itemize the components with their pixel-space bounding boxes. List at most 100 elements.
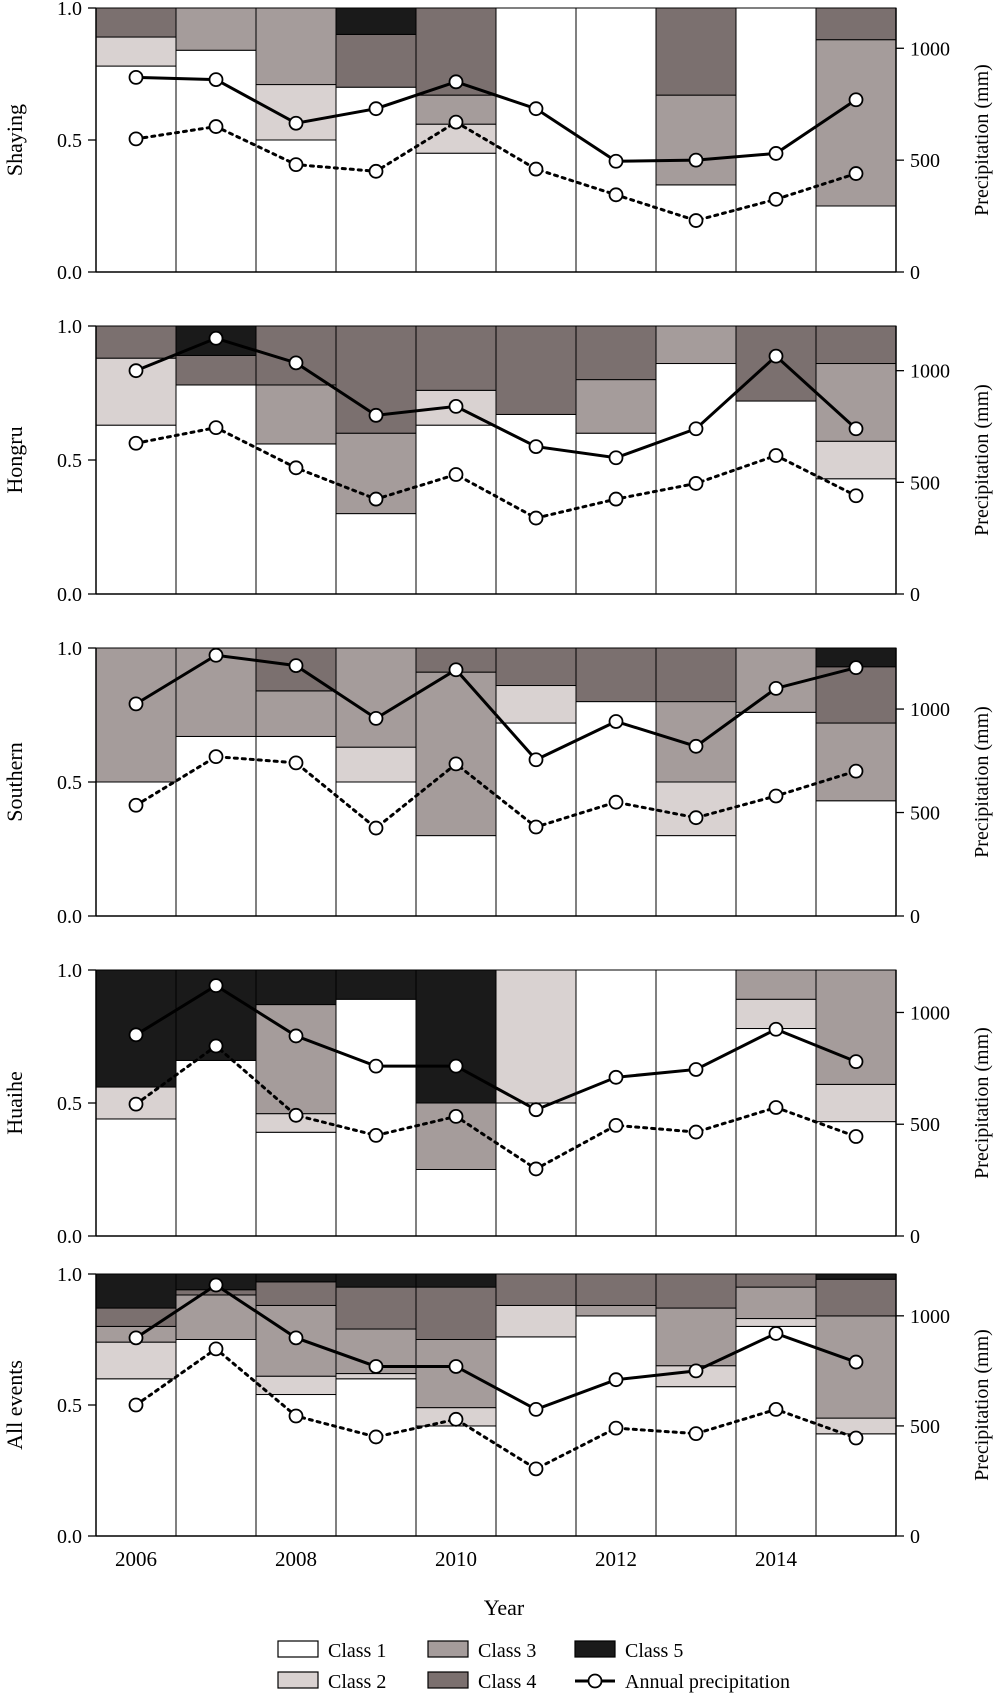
bar-segment — [815, 1273, 897, 1280]
precip-dotted-point — [448, 756, 464, 772]
bar-segment — [655, 94, 737, 186]
precip-dotted-point — [368, 820, 384, 836]
x-tick-label: 2010 — [435, 1547, 477, 1571]
legend-item: Annual precipitation — [575, 1671, 790, 1693]
precip-solid-point — [528, 1402, 544, 1417]
bar-segment — [495, 325, 577, 415]
bar-segment — [255, 1281, 337, 1306]
bar-segment — [815, 325, 897, 365]
bar-segment — [255, 1375, 337, 1396]
panels: 0.0 0.5 1.0 0 500 1000 Shaying Precipitation (m… — [2, 0, 993, 1571]
bar-segment — [95, 1307, 177, 1327]
bar-segment — [415, 424, 497, 595]
panel-shaying: 0.0 0.5 1.0 0 500 1000 Shaying Precipitation (m… — [2, 0, 993, 284]
left-tick-label: 1.0 — [57, 316, 82, 338]
precip-dotted-point — [688, 213, 704, 228]
right-tick-label: 1000 — [910, 361, 950, 383]
precipitation-axis-label: Precipitation (mm) — [971, 64, 993, 216]
precip-solid-point — [368, 101, 384, 117]
legend-label: Class 3 — [478, 1640, 536, 1662]
bar-segment — [175, 1059, 257, 1237]
bar-segment — [255, 690, 337, 737]
precip-dotted-point — [288, 1107, 304, 1123]
bar-segment — [495, 647, 577, 687]
bar-segment — [95, 1273, 177, 1309]
precip-dotted-point — [448, 1411, 464, 1427]
left-tick-label: 0.0 — [57, 1226, 82, 1248]
bar-segment — [735, 1273, 817, 1288]
precip-solid-point — [128, 696, 144, 712]
legend-item: Class 3 — [427, 1640, 536, 1662]
precip-solid-point — [768, 1326, 784, 1341]
precip-solid-point — [688, 152, 704, 168]
panel-hongru: 0.0 0.5 1.0 0 500 1000 Hongru Precipitation (mm… — [2, 316, 993, 606]
left-tick-label: 1.0 — [57, 0, 82, 20]
precip-solid-line — [135, 983, 857, 1112]
precip-solid-point — [288, 1028, 304, 1044]
legend-swatch — [427, 1640, 469, 1658]
precip-solid-point — [608, 1372, 624, 1388]
precip-solid-point — [288, 115, 304, 131]
bar-segment — [575, 379, 657, 434]
bar-segment — [735, 1286, 817, 1320]
bar-segment — [415, 325, 497, 391]
precip-dotted-point — [448, 1109, 464, 1124]
precip-dotted-point — [848, 763, 864, 779]
precip-solid-point — [368, 407, 384, 423]
precip-dotted-point — [608, 1117, 624, 1133]
bar-segment — [415, 969, 497, 1104]
bar-segment — [335, 647, 417, 748]
right-tick-label: 1000 — [910, 699, 950, 721]
precip-solid-line — [135, 336, 858, 460]
precip-dotted-point — [128, 1096, 144, 1112]
right-tick-label: 0 — [910, 1226, 920, 1248]
bar-segment — [175, 1339, 257, 1537]
precip-solid-point — [768, 146, 784, 161]
bar-segment — [415, 835, 497, 917]
precip-dotted-line — [134, 755, 858, 830]
bar-segment — [655, 325, 737, 365]
bar-segment — [255, 1273, 337, 1283]
bar-segment — [175, 7, 257, 51]
bar-segment — [655, 781, 737, 837]
precip-solid-point — [368, 710, 384, 726]
bar-segment — [495, 969, 577, 1104]
bar-segment — [95, 325, 177, 359]
right-tick-label: 0 — [910, 584, 920, 606]
right-tick-label: 1000 — [910, 1002, 950, 1024]
left-tick-label: 1.0 — [57, 1264, 82, 1286]
bar-segment — [335, 513, 417, 595]
bar-segment — [95, 647, 177, 783]
precip-solid-line — [135, 75, 857, 163]
bar-segment — [575, 647, 657, 703]
bar-segment — [415, 1286, 497, 1340]
bar-segment — [815, 800, 897, 917]
precip-solid-point — [528, 101, 544, 117]
precip-dotted-line — [134, 426, 858, 520]
right-tick-label: 500 — [910, 472, 940, 494]
x-axis: 2006 2008 2010 2012 2014 — [115, 1547, 798, 1571]
precip-dotted-point — [528, 819, 544, 835]
precip-solid-point — [848, 660, 864, 676]
bar-segment — [655, 835, 737, 917]
precip-solid-point — [528, 752, 544, 768]
bar-segment — [815, 7, 897, 41]
bar-segment — [175, 735, 257, 917]
precip-dotted-point — [128, 1397, 144, 1413]
bar-segment — [735, 7, 817, 273]
precip-solid-point — [448, 662, 464, 678]
panel-label: Southern — [2, 742, 27, 821]
precip-dotted-point — [688, 1124, 704, 1140]
bar-segment — [415, 1273, 497, 1288]
precip-solid-point — [128, 1027, 144, 1043]
legend-label: Class 1 — [328, 1640, 386, 1662]
precip-dotted-point — [768, 1402, 784, 1417]
bar-segment — [255, 7, 337, 86]
legend-item: Class 1 — [277, 1640, 386, 1662]
precip-dotted-point — [528, 1161, 544, 1177]
precip-dotted-point — [688, 810, 704, 826]
left-tick-label: 0.5 — [57, 130, 82, 152]
precip-solid-point — [848, 92, 864, 108]
precip-solid-point — [448, 398, 464, 414]
bar-segment — [415, 1169, 497, 1237]
